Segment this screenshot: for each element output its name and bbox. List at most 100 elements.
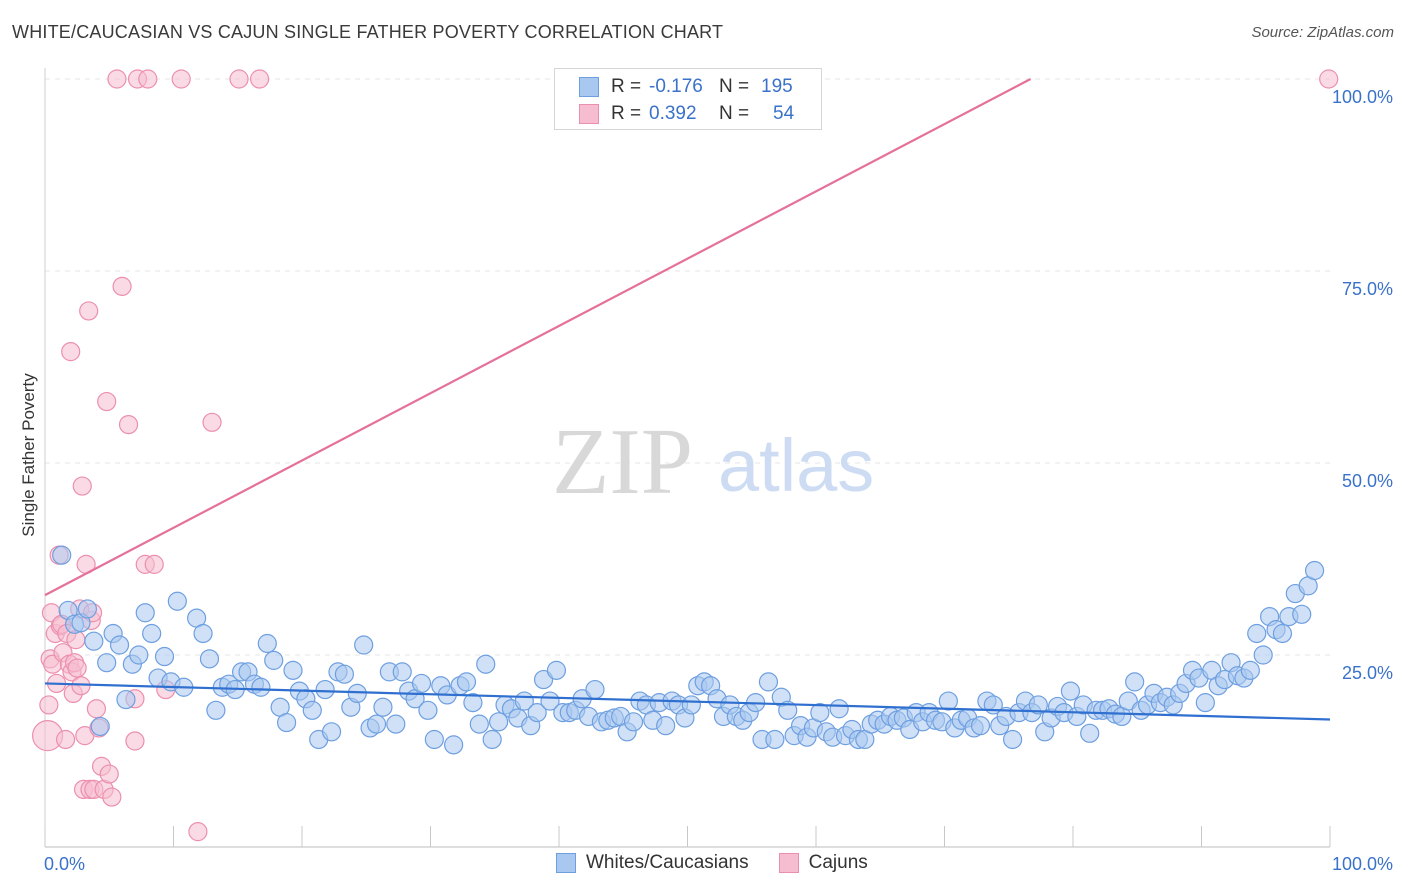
r-label: R =: [611, 103, 642, 124]
data-point: [90, 716, 110, 737]
data-point: [257, 633, 277, 654]
data-point: [77, 599, 98, 619]
data-point: [97, 391, 117, 412]
data-point: [392, 662, 412, 682]
data-point: [72, 476, 92, 496]
data-point: [71, 676, 91, 696]
data-point: [456, 672, 477, 692]
data-point: [264, 650, 284, 670]
white-points: [52, 545, 1325, 755]
data-point: [476, 654, 496, 674]
data-point: [778, 700, 798, 720]
data-point: [1272, 623, 1293, 644]
data-point: [938, 691, 958, 711]
stats-row-white: R = -0.176 N = 195: [579, 74, 793, 100]
data-point: [52, 545, 72, 565]
data-point: [1028, 695, 1048, 715]
data-point: [154, 646, 175, 667]
watermark-atlas: atlas: [718, 424, 874, 507]
chart-title: WHITE/CAUCASIAN VS CAJUN SINGLE FATHER P…: [12, 22, 724, 42]
n-value: 195: [761, 76, 793, 97]
data-point: [463, 693, 483, 713]
data-point: [118, 415, 139, 435]
data-point: [1195, 693, 1215, 713]
trend-line-white: [44, 682, 1331, 721]
data-point: [206, 700, 226, 720]
data-point: [1240, 660, 1260, 680]
y-tick-label: 75.0%: [1342, 279, 1393, 299]
data-point: [249, 69, 270, 89]
stats-legend: R = -0.176 N = 195 R = 0.392 N = 54: [554, 68, 822, 130]
data-point: [144, 554, 164, 574]
y-tick-label: 50.0%: [1342, 471, 1393, 491]
data-point: [765, 729, 785, 750]
data-point: [315, 679, 335, 700]
r-value: -0.176: [649, 76, 703, 97]
data-point: [251, 677, 271, 697]
data-point: [55, 729, 76, 750]
axes: [44, 68, 1331, 848]
r-value: 0.392: [649, 103, 697, 124]
data-point: [142, 623, 162, 644]
legend-item-cajun[interactable]: Cajuns: [778, 852, 868, 874]
data-point: [188, 822, 208, 842]
data-point: [229, 69, 249, 89]
trend-line-cajun: [44, 78, 1032, 597]
data-point: [411, 673, 432, 694]
data-point: [167, 591, 187, 611]
data-point: [171, 69, 191, 89]
tick-labels: 25.0% 50.0% 75.0% 100.0% 0.0% 100.0%: [44, 87, 1393, 874]
data-point: [656, 716, 676, 736]
data-point: [202, 412, 222, 432]
white-swatch: [556, 853, 576, 873]
data-point: [39, 695, 59, 715]
data-point: [334, 664, 355, 684]
cajun-points: [31, 69, 1339, 842]
data-point: [418, 700, 438, 720]
data-point: [489, 712, 509, 732]
data-point: [970, 716, 991, 736]
data-point: [444, 735, 464, 755]
data-point: [321, 722, 342, 742]
data-point: [482, 729, 502, 750]
data-point: [102, 787, 122, 807]
data-point: [283, 660, 303, 680]
data-point: [366, 714, 387, 734]
data-point: [86, 699, 107, 719]
n-label: N =: [719, 76, 750, 97]
data-point: [829, 699, 849, 719]
cajun-swatch: [778, 853, 799, 873]
y-axis-label: Single Father Poverty: [19, 373, 38, 537]
data-point: [546, 660, 567, 680]
data-point: [276, 712, 297, 733]
data-point: [424, 729, 444, 750]
data-point: [1003, 729, 1023, 750]
data-point: [386, 714, 406, 734]
data-point: [199, 649, 220, 669]
data-point: [681, 695, 701, 715]
data-point: [84, 631, 104, 651]
x-tick-label: 100.0%: [1332, 854, 1393, 874]
legend-label-white: Whites/Caucasians: [586, 852, 749, 873]
data-point: [138, 69, 158, 89]
grid-lines: [45, 78, 1330, 656]
data-point: [61, 342, 81, 362]
data-point: [135, 603, 155, 623]
data-point: [373, 697, 393, 717]
data-point: [116, 689, 136, 710]
data-point: [1125, 672, 1145, 692]
data-point: [623, 712, 644, 732]
data-point: [107, 69, 127, 89]
data-point: [1319, 69, 1339, 89]
data-point: [354, 635, 374, 655]
stats-row-cajun: R = 0.392 N = 54: [579, 101, 794, 127]
n-value: 54: [773, 103, 795, 124]
data-point: [97, 653, 117, 673]
x-tick-label: 0.0%: [44, 854, 85, 874]
y-tick-label: 25.0%: [1342, 663, 1393, 683]
data-point: [1080, 723, 1100, 743]
y-tick-label: 100.0%: [1332, 87, 1393, 107]
data-point: [1060, 681, 1081, 701]
legend-item-white[interactable]: Whites/Caucasians: [556, 852, 749, 874]
